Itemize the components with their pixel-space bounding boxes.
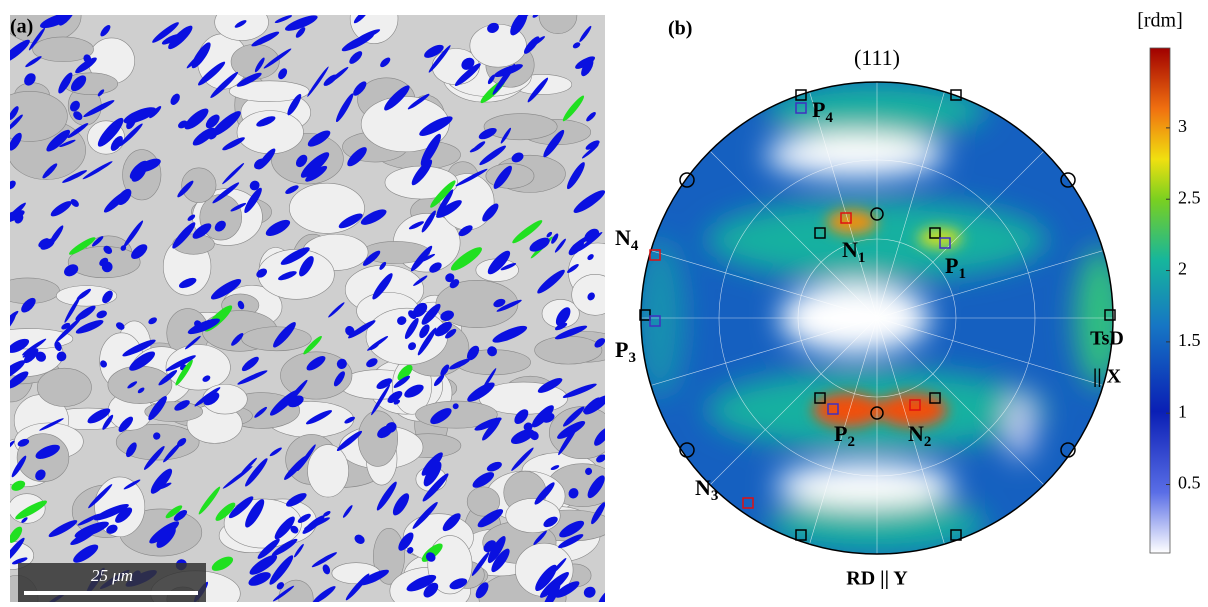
point-label-main: P <box>834 421 847 446</box>
point-label-sub: 4 <box>825 110 833 126</box>
point-label-sub: 2 <box>924 434 932 450</box>
panel-label: (b) <box>668 18 692 40</box>
point-label-main: P <box>812 97 825 122</box>
colorbar <box>1150 48 1170 553</box>
colorbar-tick-label: 1.5 <box>1178 330 1201 350</box>
point-label-sub: 4 <box>631 238 639 254</box>
point-label-main: N <box>615 225 631 250</box>
x-axis-label: || X <box>1093 366 1122 388</box>
ebsd-map <box>0 0 628 602</box>
y-axis-label: RD || Y <box>846 568 908 590</box>
point-label-sub: 1 <box>858 250 866 266</box>
grain <box>535 336 602 364</box>
panel-label: (a) <box>10 16 33 38</box>
point-label-main: P <box>945 253 958 278</box>
colorbar-tick-label: 0.5 <box>1178 473 1201 493</box>
point-label-sub: 1 <box>958 266 966 282</box>
colorbar-label: [rdm] <box>1137 10 1183 32</box>
pole-figure-title: (111) <box>854 45 900 70</box>
point-label-main: P <box>615 337 628 362</box>
colorbar-ticks: 0.5 1 1.5 2 2.5 3 <box>1166 116 1201 493</box>
grain <box>37 368 91 406</box>
colorbar-tick-label: 2 <box>1178 259 1187 279</box>
grain <box>506 498 560 532</box>
scale-bar-label: 25 μm <box>91 566 133 585</box>
x-axis-label: TsD <box>1090 328 1124 350</box>
grain <box>436 280 518 327</box>
colorbar-tick-label: 2.5 <box>1178 187 1201 207</box>
figure: (a) 25 μm (b) (111) <box>0 0 1208 602</box>
colorbar-tick-label: 3 <box>1178 116 1187 136</box>
colorbar-tick-label: 1 <box>1178 401 1187 421</box>
point-label-main: N <box>695 475 711 500</box>
point-label: N4 <box>615 225 639 254</box>
point-label: P3 <box>615 337 636 366</box>
point-label-sub: 3 <box>711 488 719 504</box>
grain <box>308 445 349 497</box>
grain <box>549 407 615 459</box>
grain <box>358 411 398 467</box>
point-label-sub: 3 <box>628 350 636 366</box>
point-label-main: N <box>842 237 858 262</box>
point-label-sub: 2 <box>847 434 855 450</box>
grain <box>572 274 619 315</box>
grain <box>289 183 364 233</box>
point-label-main: N <box>908 421 924 446</box>
grain <box>539 0 577 34</box>
grain <box>484 114 557 140</box>
